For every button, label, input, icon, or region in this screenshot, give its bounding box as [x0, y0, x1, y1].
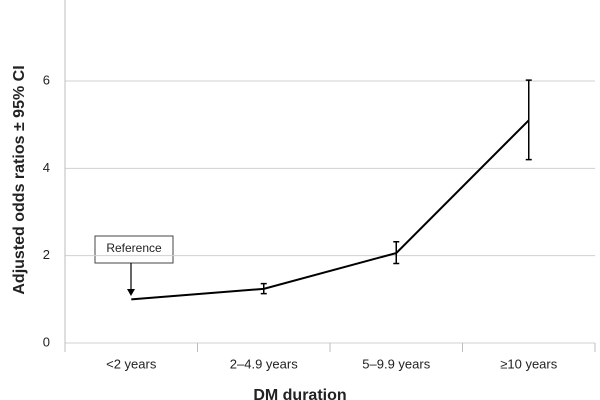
annotation-box	[94, 235, 174, 264]
error-bar	[393, 240, 400, 265]
y-axis-label: Adjusted odds ratios ± 95% CI	[11, 65, 28, 294]
line	[131, 119, 530, 301]
x-tick-label: 2–4.9 years	[230, 356, 298, 371]
x-tick-label: 5–9.9 years	[362, 356, 430, 371]
y-tick-label: 2	[43, 247, 50, 262]
x-tick-label: ≥10 years	[500, 356, 557, 371]
y-tick-label: 6	[43, 72, 50, 87]
y-tick-label: 0	[43, 334, 50, 349]
y-tick-label: 4	[43, 160, 50, 175]
error-bar	[260, 282, 267, 295]
annotation: Reference	[106, 241, 162, 255]
x-axis-label: DM duration	[253, 387, 346, 400]
error-bar	[525, 79, 532, 161]
x-tick-label: <2 years	[106, 356, 157, 371]
annotation-arrowhead	[127, 289, 135, 296]
